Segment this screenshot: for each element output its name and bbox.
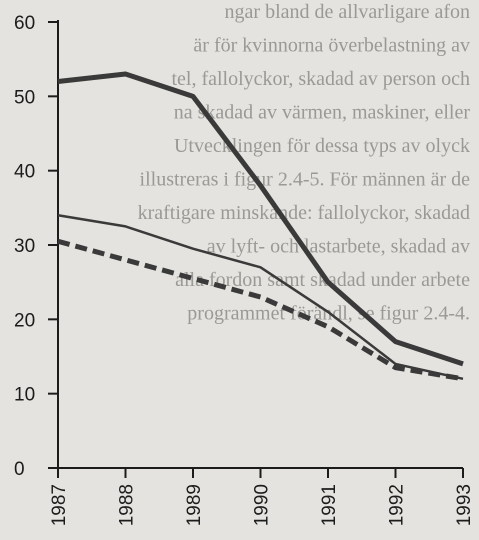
show-through-line: av lyft- och lastarbete, skadad av bbox=[207, 236, 470, 258]
y-tick-label: 50 bbox=[14, 87, 35, 108]
show-through-line: illustreras i figur 2.4-5. För männen är… bbox=[140, 169, 471, 191]
x-tick-label: 1989 bbox=[184, 484, 205, 526]
show-through-line: ngar bland de allvarligare afon bbox=[225, 1, 470, 23]
show-through-text: ngar bland de allvarligare afon är för kv… bbox=[138, 1, 471, 325]
series-line-dashed bbox=[57, 238, 464, 382]
show-through-line: tel, fallolyckor, skadad av person och bbox=[171, 68, 470, 90]
x-tick-label: 1993 bbox=[454, 484, 475, 526]
x-tick-label: 1991 bbox=[319, 484, 340, 526]
series-line-thin-solid bbox=[57, 214, 464, 381]
x-tick-label: 1992 bbox=[387, 484, 408, 526]
y-tick-label: 30 bbox=[14, 236, 35, 257]
y-tick-label: 20 bbox=[14, 310, 35, 331]
show-through-line: Utvecklingen för dessa typs av olyck bbox=[174, 135, 470, 157]
y-tick-label: 40 bbox=[14, 162, 35, 183]
show-through-line: kraftigare minskande: fallolyckor, skada… bbox=[138, 202, 470, 224]
x-tick-label: 1988 bbox=[117, 484, 138, 526]
y-tick-label: 10 bbox=[14, 385, 35, 406]
series-lines bbox=[57, 71, 464, 382]
y-tick-label: 0 bbox=[14, 459, 25, 480]
series-line-thick-solid bbox=[57, 71, 464, 367]
show-through-line: na skadad av värmen, maskiner, eller bbox=[174, 102, 471, 124]
show-through-line: är för kvinnorna överbelastning av bbox=[193, 35, 470, 57]
y-tick-label: 60 bbox=[14, 13, 35, 34]
x-tick-label: 1990 bbox=[252, 484, 273, 526]
show-through-line: alla fordon samt skadad under arbete bbox=[175, 269, 470, 291]
axes: 0 10 20 30 40 50 60 1987 1988 1989 1990 1991 1992 199… bbox=[14, 13, 475, 526]
x-tick-label: 1987 bbox=[49, 484, 70, 526]
